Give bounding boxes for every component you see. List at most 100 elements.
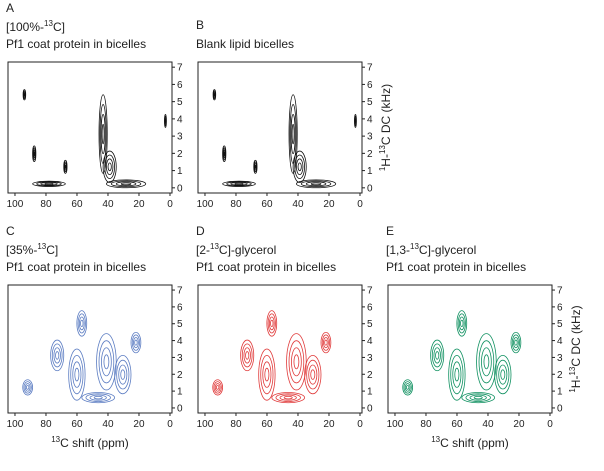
contour	[65, 165, 66, 168]
contours	[403, 311, 521, 403]
y-tick-label: 0	[177, 403, 183, 414]
contour	[259, 349, 275, 400]
x-tick-label: 40	[102, 419, 114, 430]
x-tick-label: 60	[261, 419, 273, 430]
y-tick-label: 6	[367, 80, 373, 91]
contour	[459, 317, 464, 330]
y-tick-label: 0	[177, 183, 183, 194]
contour	[223, 150, 225, 158]
x-tick-label: 80	[40, 199, 52, 210]
label-text: 13C shift (ppm)	[51, 435, 129, 450]
contour	[309, 365, 317, 384]
y-tick-label: 7	[177, 286, 183, 297]
text-segment: Pf1 coat protein in bicelles	[6, 260, 146, 274]
contour	[461, 320, 463, 326]
text-segment: [100%-	[6, 20, 44, 34]
text-segment: C]	[53, 20, 65, 34]
y-tick-label: 3	[367, 353, 373, 364]
contour	[69, 349, 85, 400]
contour	[101, 348, 111, 376]
contour	[287, 334, 307, 390]
contour	[470, 395, 486, 400]
contour	[405, 384, 410, 392]
text-segment: [35%-	[6, 243, 37, 257]
y-tick-label: 2	[177, 149, 183, 160]
plot-frame	[198, 62, 362, 193]
contour	[246, 352, 249, 360]
y-tick-label: 4	[367, 114, 373, 125]
contour	[215, 384, 220, 392]
y-tick-label: 0	[557, 403, 563, 414]
y-tick-label: 2	[367, 149, 373, 160]
contour	[102, 124, 104, 144]
contour	[280, 395, 296, 400]
plot-frame	[198, 285, 362, 413]
contour	[311, 183, 321, 185]
contour	[34, 152, 35, 156]
contours	[213, 311, 331, 403]
y-tick-label: 1	[367, 166, 373, 177]
y-tick-label: 7	[367, 63, 373, 74]
y-tick-label: 6	[557, 302, 563, 313]
y-tick-label: 3	[557, 353, 563, 364]
y-tick-label: 4	[557, 336, 563, 347]
y-tick-label: 5	[367, 97, 373, 108]
contour	[484, 355, 489, 369]
label-text: [2-13C]-glycerol	[196, 242, 276, 257]
contour	[296, 159, 303, 175]
contour	[79, 317, 84, 330]
y-tick-label: 6	[177, 80, 183, 91]
label-text: Pf1 coat protein in bicelles	[196, 260, 336, 274]
contour	[291, 348, 301, 376]
y-tick-label: 0	[367, 183, 373, 194]
y-tick-label: 6	[177, 302, 183, 313]
contour	[269, 317, 274, 330]
plot-frame	[388, 285, 552, 413]
contour	[294, 355, 299, 369]
text-segment: Pf1 coat protein in bicelles	[196, 260, 336, 274]
contour	[263, 362, 271, 388]
panel-letter: E	[386, 224, 394, 238]
x-tick-label: 100	[197, 419, 214, 430]
contour	[323, 337, 328, 347]
text-segment: C]-glycerol	[219, 243, 276, 257]
x-tick-label: 80	[40, 419, 52, 430]
contours	[213, 90, 356, 188]
y-tick-label: 7	[177, 63, 183, 74]
contour	[81, 320, 83, 326]
label-text: Pf1 coat protein in bicelles	[6, 37, 146, 51]
y-tick-label: 2	[177, 370, 183, 381]
x-tick-label: 60	[71, 199, 83, 210]
label-text: [35%-13C]	[6, 242, 58, 257]
contour	[477, 334, 497, 390]
y-tick-label: 3	[367, 132, 373, 143]
x-tick-label: 60	[451, 419, 463, 430]
text-segment: C]	[46, 243, 58, 257]
x-tick-label: 40	[292, 419, 304, 430]
text-segment: C DC (kHz)	[379, 84, 393, 145]
contour	[244, 348, 251, 363]
y-tick-label: 6	[367, 302, 373, 313]
x-tick-label: 40	[482, 419, 494, 430]
contour	[135, 340, 137, 345]
y-tick-label: 3	[177, 353, 183, 364]
label-text: 1H-13C DC (kHz)	[378, 84, 393, 171]
contour	[121, 183, 131, 185]
panel-letter: C	[6, 224, 15, 238]
text-segment: C shift (ppm)	[60, 436, 129, 450]
x-tick-label: 100	[197, 199, 214, 210]
contour	[434, 348, 441, 363]
panel-letter: A	[6, 1, 14, 15]
text-segment: H-	[379, 154, 393, 167]
x-tick-label: 0	[357, 419, 363, 430]
x-tick-label: 100	[7, 419, 24, 430]
contour	[133, 337, 138, 347]
x-tick-label: 40	[292, 199, 304, 210]
y-tick-label: 5	[367, 319, 373, 330]
label-text: Pf1 coat protein in bicelles	[6, 260, 146, 274]
y-tick-label: 1	[557, 387, 563, 398]
x-tick-label: 100	[7, 199, 24, 210]
contours	[23, 90, 166, 188]
contour	[121, 370, 125, 380]
contour	[501, 370, 505, 380]
